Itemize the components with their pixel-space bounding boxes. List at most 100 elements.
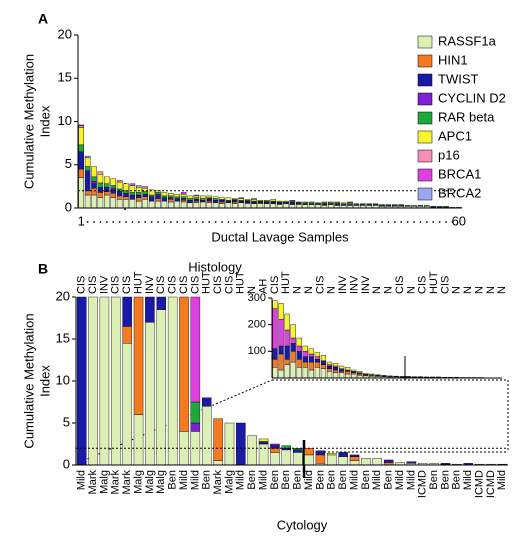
x-dot <box>278 221 281 223</box>
bar-segment <box>251 203 257 209</box>
bar-segment <box>142 196 148 200</box>
bar-segment <box>258 443 269 466</box>
bar-segment <box>257 203 264 209</box>
top-label: HUT <box>280 271 292 294</box>
bar-segment <box>219 200 225 203</box>
bar-segment <box>97 174 104 184</box>
top-label: HUT <box>132 271 144 294</box>
x-dot <box>233 221 236 223</box>
panel-label: A <box>38 11 48 27</box>
top-label: CIS <box>394 276 406 294</box>
bar-segment <box>387 375 393 377</box>
bar-segment <box>148 194 155 197</box>
bar-segment <box>148 200 155 209</box>
bar-segment <box>200 198 206 201</box>
x-dot <box>336 221 339 223</box>
bar-segment <box>289 200 296 202</box>
bar-segment <box>345 373 351 379</box>
legend-swatch <box>417 92 433 106</box>
bar-segment <box>136 194 142 198</box>
x-dot <box>201 221 204 223</box>
y-axis-title: Cumulative Methylation <box>21 54 36 189</box>
bar-segment <box>320 355 327 361</box>
x-dot <box>361 221 364 223</box>
y-tick-label: 15 <box>58 70 72 85</box>
legend-swatch <box>417 187 433 201</box>
x-dot <box>246 221 249 223</box>
bar-segment <box>84 170 91 191</box>
bar-segment <box>302 361 308 368</box>
bar-segment <box>283 200 289 203</box>
bar-segment <box>129 183 136 186</box>
y-axis-title: Index <box>37 365 52 397</box>
bar-segment <box>174 196 180 199</box>
bar-segment <box>97 192 104 198</box>
bar-segment <box>123 183 129 191</box>
bar-segment <box>314 361 321 368</box>
legend-swatch <box>417 130 433 144</box>
bar-segment <box>272 300 278 309</box>
bar-segment <box>91 187 97 196</box>
bar-segment <box>345 371 351 375</box>
x-dot <box>381 221 383 223</box>
bar-segment <box>417 205 424 207</box>
bar-segment <box>369 373 375 376</box>
bar-segment <box>357 372 363 375</box>
bar-segment <box>238 197 244 199</box>
bar-segment <box>304 454 314 466</box>
bar-segment <box>326 368 333 372</box>
x-dot <box>291 221 294 223</box>
x-dot <box>323 221 326 223</box>
bar-segment <box>270 448 280 453</box>
bar-segment <box>302 356 308 363</box>
bar-segment <box>351 372 357 375</box>
bar-segment <box>84 157 91 167</box>
top-label: CIS <box>178 276 190 294</box>
y-tick-label: 20 <box>56 288 70 303</box>
bar-segment <box>187 202 193 209</box>
x-dot <box>182 221 185 223</box>
x-dot <box>304 221 307 223</box>
bar-segment <box>161 192 168 197</box>
legend-swatch <box>417 54 433 68</box>
x-dot <box>387 221 390 223</box>
bar-segment <box>148 189 155 196</box>
top-label: HUT <box>428 271 440 294</box>
top-label: N <box>292 286 304 294</box>
x-tick-label: Ben <box>360 470 372 490</box>
x-dot <box>432 221 435 223</box>
bar-segment <box>404 205 411 207</box>
bar-segment <box>91 166 97 178</box>
x-dot <box>93 221 95 223</box>
top-label: N <box>462 286 474 294</box>
bar-segment <box>302 204 308 209</box>
legend-swatch <box>417 168 433 182</box>
bar-segment <box>180 192 187 195</box>
bar-segment <box>88 296 98 466</box>
bar-segment <box>212 202 219 209</box>
top-label: AH <box>257 279 269 294</box>
bar-segment <box>430 206 436 208</box>
y-tick-label: 0 <box>63 456 70 471</box>
bar-segment <box>236 422 246 466</box>
bar-segment <box>97 197 104 209</box>
bar-segment <box>296 201 302 204</box>
top-label: CIS <box>121 276 133 294</box>
x-tick-label: Ben <box>439 470 451 490</box>
x-dot <box>86 221 89 223</box>
bar-segment <box>104 176 110 184</box>
bar-segment <box>212 200 219 204</box>
bar-segment <box>372 458 383 466</box>
x-dot <box>195 221 198 223</box>
bar-segment <box>302 201 308 204</box>
bar-segment <box>314 367 321 379</box>
bar-segment <box>372 203 379 205</box>
x-dot <box>297 221 300 223</box>
bar-segment <box>351 369 357 372</box>
bar-segment <box>357 371 363 373</box>
x-tick-label: ICMD <box>473 470 485 498</box>
bar-segment <box>302 345 308 352</box>
bar-segment <box>142 193 148 197</box>
bar-segment <box>326 371 333 379</box>
